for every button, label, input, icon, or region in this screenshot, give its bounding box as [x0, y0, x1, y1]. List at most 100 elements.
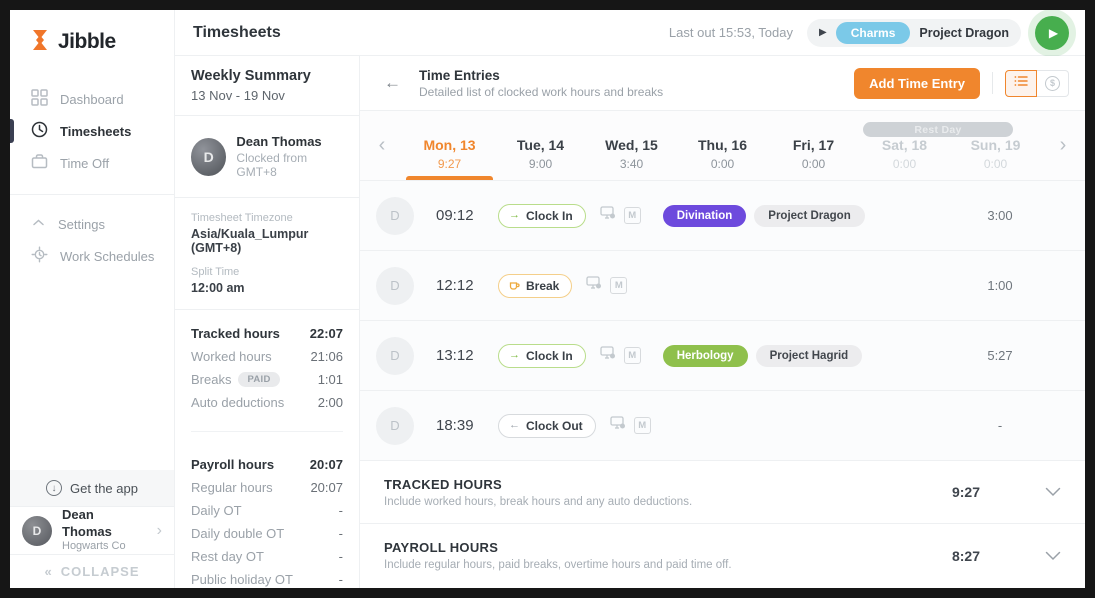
rest-day-badge: Rest Day — [863, 122, 1013, 137]
person-name: Dean Thomas — [236, 134, 322, 149]
work-schedules-icon — [31, 246, 48, 266]
day-tab-wed-15[interactable]: Wed, 15 3:40 — [586, 111, 677, 180]
sidebar-item-timesheets[interactable]: Timesheets — [10, 116, 174, 146]
break-icon — [509, 279, 520, 293]
sidebar-user[interactable]: D Dean Thomas Hogwarts Co › — [10, 506, 174, 554]
day-label: Sat, 18 — [881, 136, 928, 153]
payroll-view-button[interactable]: $ — [1037, 69, 1069, 97]
clock-in-pill[interactable]: → Clock In — [498, 203, 586, 228]
clock-icon — [31, 121, 48, 141]
device-icon — [600, 346, 616, 365]
timezone-block: Timesheet Timezone Asia/Kuala_Lumpur (GM… — [175, 198, 359, 310]
day-tab-sun-19[interactable]: Sun, 19 0:00 — [950, 111, 1041, 180]
sidebar-item-dashboard[interactable]: Dashboard — [10, 84, 174, 114]
day-label: Thu, 16 — [697, 136, 747, 153]
play-icon: ▶ — [1048, 25, 1059, 40]
stat-label: Worked hours — [191, 349, 272, 364]
sidebar-item-work-schedules[interactable]: Work Schedules — [10, 241, 174, 271]
entry-duration: 3:00 — [987, 208, 1013, 223]
user-meta: Dean Thomas Hogwarts Co — [62, 507, 147, 553]
top-bar-right: Last out 15:53, Today ▶ Charms Project D… — [669, 15, 1069, 50]
brand-logo[interactable]: Jibble — [10, 10, 174, 58]
sidebar-item-label: Timesheets — [60, 123, 132, 139]
collapse-button[interactable]: « COLLAPSE — [10, 554, 174, 588]
next-week-chevron[interactable]: › — [1059, 134, 1067, 156]
break-pill[interactable]: Break — [498, 273, 573, 298]
clock-out-arrow-icon: ← — [509, 419, 520, 431]
avatar: D — [22, 515, 52, 546]
clock-in-pill[interactable]: → Clock In — [498, 343, 586, 368]
day-label: Sun, 19 — [970, 136, 1021, 153]
activity-tag[interactable]: Herbology — [662, 344, 748, 367]
day-tab-fri-17[interactable]: Fri, 17 0:00 — [768, 111, 859, 180]
project-tag[interactable]: Project Hagrid — [755, 344, 863, 367]
stats-divider — [191, 431, 343, 432]
day-label: Mon, 13 — [423, 136, 476, 153]
time-entry-row[interactable]: D 13:12 → Clock In M Herbology Pro — [360, 321, 1085, 391]
activity-tag[interactable]: Divination — [662, 204, 747, 227]
stat-value: - — [338, 572, 343, 587]
tracked-hours-section[interactable]: TRACKED HOURS Include worked hours, brea… — [360, 461, 1085, 524]
tracked-stats: Tracked hours 22:07 Worked hours 21:06 B… — [175, 310, 359, 422]
stat-row-payroll-hours: Payroll hours 20:07 — [191, 453, 343, 476]
day-tab-thu-16[interactable]: Thu, 16 0:00 — [677, 111, 768, 180]
chevron-down-icon[interactable] — [1021, 487, 1085, 497]
weekly-summary-panel: Weekly Summary 13 Nov - 19 Nov D Dean Th… — [175, 56, 360, 588]
payroll-hours-section[interactable]: PAYROLL HOURS Include regular hours, pai… — [360, 524, 1085, 587]
collapse-label: COLLAPSE — [60, 564, 140, 579]
day-hours: 0:00 — [801, 156, 826, 171]
current-timer-pill[interactable]: ▶ Charms Project Dragon — [807, 18, 1021, 47]
clock-in-arrow-icon: → — [509, 209, 520, 221]
entry-time: 18:39 — [436, 417, 474, 434]
avatar: D — [376, 196, 414, 235]
jibble-logo-icon — [30, 28, 52, 57]
avatar: D — [376, 336, 414, 375]
timer-project-label: Project Dragon — [919, 25, 1009, 40]
brand-name: Jibble — [58, 30, 116, 53]
stat-row-daily-ot: Daily OT - — [191, 499, 343, 522]
add-time-entry-button[interactable]: Add Time Entry — [854, 67, 980, 99]
day-hours: 3:40 — [619, 156, 644, 171]
sidebar-item-time-off[interactable]: Time Off — [10, 148, 174, 178]
clock-out-pill[interactable]: ← Clock Out — [498, 413, 596, 438]
action-label: Break — [526, 278, 560, 293]
get-the-app-button[interactable]: ↓ Get the app — [10, 470, 174, 506]
chevron-right-icon: › — [156, 521, 162, 539]
section-description: Include regular hours, paid breaks, over… — [384, 559, 732, 571]
entry-duration: - — [997, 418, 1003, 433]
time-entry-row[interactable]: D 18:39 ← Clock Out M - — [360, 391, 1085, 461]
clock-in-play-button[interactable]: ▶ — [1035, 15, 1069, 50]
sidebar-item-label: Dashboard — [60, 91, 124, 107]
summary-person: D Dean Thomas Clocked from GMT+8 — [175, 116, 359, 198]
project-tag[interactable]: Project Dragon — [754, 204, 865, 227]
manual-entry-icon: M — [633, 417, 651, 434]
prev-week-chevron[interactable]: ‹ — [378, 134, 386, 156]
activity-badge[interactable]: Charms — [835, 21, 911, 44]
day-hours: 9:00 — [528, 156, 553, 171]
time-entry-row[interactable]: D 12:12 Break M 1:00 — [360, 251, 1085, 321]
stat-row-rest-day-ot: Rest day OT - — [191, 545, 343, 568]
time-entry-row[interactable]: D 09:12 → Clock In M Divination Pr — [360, 181, 1085, 251]
time-entries-actions: Add Time Entry $ — [854, 67, 1069, 99]
sidebar: Jibble Dashboard Timesheets Time O — [10, 10, 175, 588]
action-label: Clock In — [526, 208, 573, 223]
summary-title: Weekly Summary — [191, 68, 311, 84]
list-view-button[interactable] — [1005, 69, 1037, 97]
day-hours: 0:00 — [983, 156, 1008, 171]
entry-source-icons: M — [610, 416, 651, 435]
section-value: 8:27 — [951, 547, 981, 564]
play-small-icon: ▶ — [819, 27, 827, 38]
chevron-down-icon[interactable] — [1021, 551, 1085, 561]
day-tab-mon-13[interactable]: Mon, 13 9:27 — [404, 111, 495, 180]
day-tab-sat-18[interactable]: Sat, 18 0:00 — [859, 111, 950, 180]
day-tab-tue-14[interactable]: Tue, 14 9:00 — [495, 111, 586, 180]
stat-row-auto-deductions: Auto deductions 2:00 — [191, 391, 343, 414]
download-icon: ↓ — [46, 480, 63, 496]
stat-label: Daily OT — [191, 503, 242, 518]
page-title: Timesheets — [193, 23, 281, 41]
divider — [992, 72, 993, 94]
main-region: Timesheets Last out 15:53, Today ▶ Charm… — [175, 10, 1085, 588]
entry-duration: 1:00 — [987, 278, 1013, 293]
back-arrow-icon[interactable]: ← — [384, 73, 401, 92]
sidebar-group-settings[interactable]: Settings — [10, 209, 174, 239]
